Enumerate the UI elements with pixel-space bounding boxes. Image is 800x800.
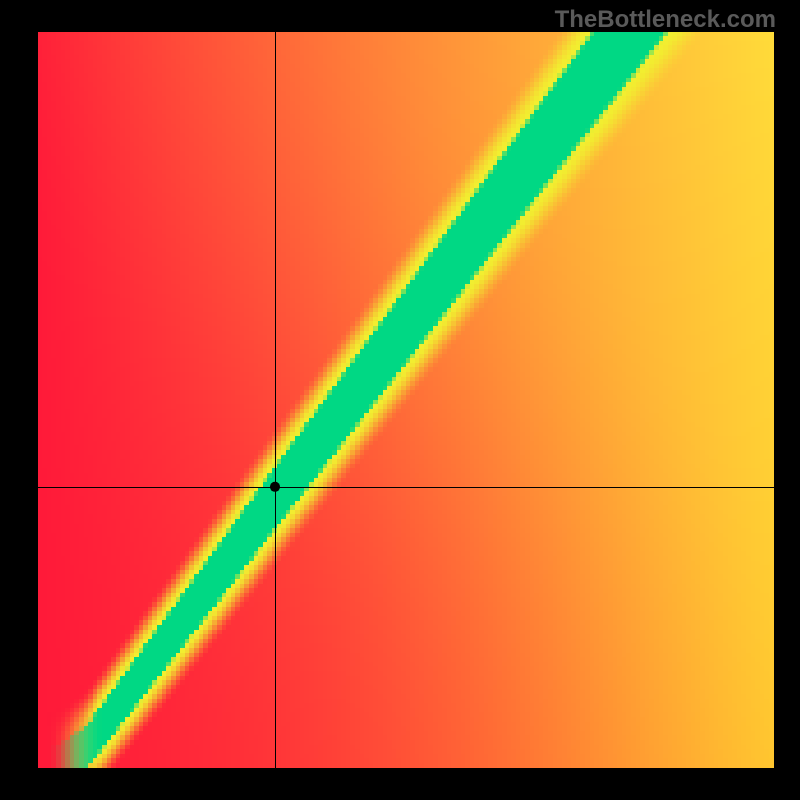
watermark-text: TheBottleneck.com — [555, 6, 776, 34]
chart-stage: TheBottleneck.com — [0, 0, 800, 800]
bottleneck-heatmap — [38, 32, 774, 768]
